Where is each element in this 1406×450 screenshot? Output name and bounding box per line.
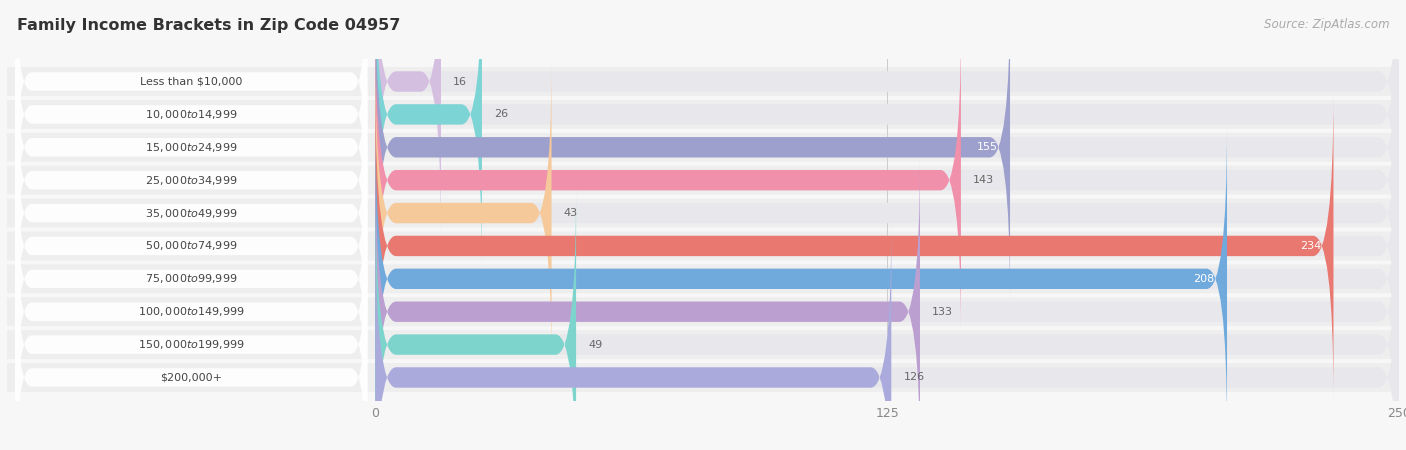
FancyBboxPatch shape	[7, 100, 1399, 129]
Text: 208: 208	[1194, 274, 1215, 284]
Text: Family Income Brackets in Zip Code 04957: Family Income Brackets in Zip Code 04957	[17, 18, 401, 33]
FancyBboxPatch shape	[375, 158, 920, 450]
FancyBboxPatch shape	[7, 198, 1399, 228]
FancyBboxPatch shape	[375, 190, 1399, 450]
FancyBboxPatch shape	[375, 59, 1399, 367]
Text: $15,000 to $24,999: $15,000 to $24,999	[145, 141, 238, 154]
FancyBboxPatch shape	[15, 58, 367, 302]
FancyBboxPatch shape	[375, 0, 482, 269]
FancyBboxPatch shape	[7, 166, 1399, 195]
FancyBboxPatch shape	[15, 124, 367, 368]
FancyBboxPatch shape	[375, 0, 1010, 302]
Text: 26: 26	[495, 109, 509, 119]
Text: 43: 43	[564, 208, 578, 218]
FancyBboxPatch shape	[375, 59, 551, 367]
Text: $150,000 to $199,999: $150,000 to $199,999	[138, 338, 245, 351]
FancyBboxPatch shape	[375, 0, 441, 236]
Text: $50,000 to $74,999: $50,000 to $74,999	[145, 239, 238, 252]
FancyBboxPatch shape	[375, 158, 1399, 450]
FancyBboxPatch shape	[7, 133, 1399, 162]
Text: $75,000 to $99,999: $75,000 to $99,999	[145, 272, 238, 285]
Text: $35,000 to $49,999: $35,000 to $49,999	[145, 207, 238, 220]
FancyBboxPatch shape	[15, 0, 367, 204]
FancyBboxPatch shape	[375, 223, 1399, 450]
FancyBboxPatch shape	[375, 26, 1399, 334]
Text: Source: ZipAtlas.com: Source: ZipAtlas.com	[1264, 18, 1389, 31]
FancyBboxPatch shape	[15, 91, 367, 335]
Text: 16: 16	[453, 76, 467, 86]
FancyBboxPatch shape	[7, 264, 1399, 293]
Text: 133: 133	[932, 307, 953, 317]
FancyBboxPatch shape	[15, 189, 367, 434]
FancyBboxPatch shape	[15, 25, 367, 270]
FancyBboxPatch shape	[7, 231, 1399, 261]
FancyBboxPatch shape	[375, 92, 1399, 400]
FancyBboxPatch shape	[375, 0, 1399, 302]
FancyBboxPatch shape	[375, 125, 1399, 433]
FancyBboxPatch shape	[7, 67, 1399, 96]
Text: $25,000 to $34,999: $25,000 to $34,999	[145, 174, 238, 187]
Text: $10,000 to $14,999: $10,000 to $14,999	[145, 108, 238, 121]
FancyBboxPatch shape	[375, 0, 1399, 236]
Text: 49: 49	[588, 340, 603, 350]
FancyBboxPatch shape	[375, 26, 960, 334]
FancyBboxPatch shape	[7, 330, 1399, 359]
FancyBboxPatch shape	[375, 125, 1227, 433]
Text: 126: 126	[904, 373, 925, 382]
FancyBboxPatch shape	[15, 157, 367, 401]
Text: Less than $10,000: Less than $10,000	[141, 76, 242, 86]
FancyBboxPatch shape	[15, 255, 367, 450]
FancyBboxPatch shape	[7, 297, 1399, 326]
FancyBboxPatch shape	[15, 0, 367, 237]
FancyBboxPatch shape	[375, 223, 891, 450]
FancyBboxPatch shape	[375, 190, 576, 450]
Text: 234: 234	[1301, 241, 1322, 251]
FancyBboxPatch shape	[375, 92, 1333, 400]
FancyBboxPatch shape	[375, 0, 1399, 269]
Text: 143: 143	[973, 175, 994, 185]
FancyBboxPatch shape	[15, 222, 367, 450]
Text: 155: 155	[977, 142, 998, 152]
Text: $100,000 to $149,999: $100,000 to $149,999	[138, 305, 245, 318]
Text: $200,000+: $200,000+	[160, 373, 222, 382]
FancyBboxPatch shape	[7, 363, 1399, 392]
